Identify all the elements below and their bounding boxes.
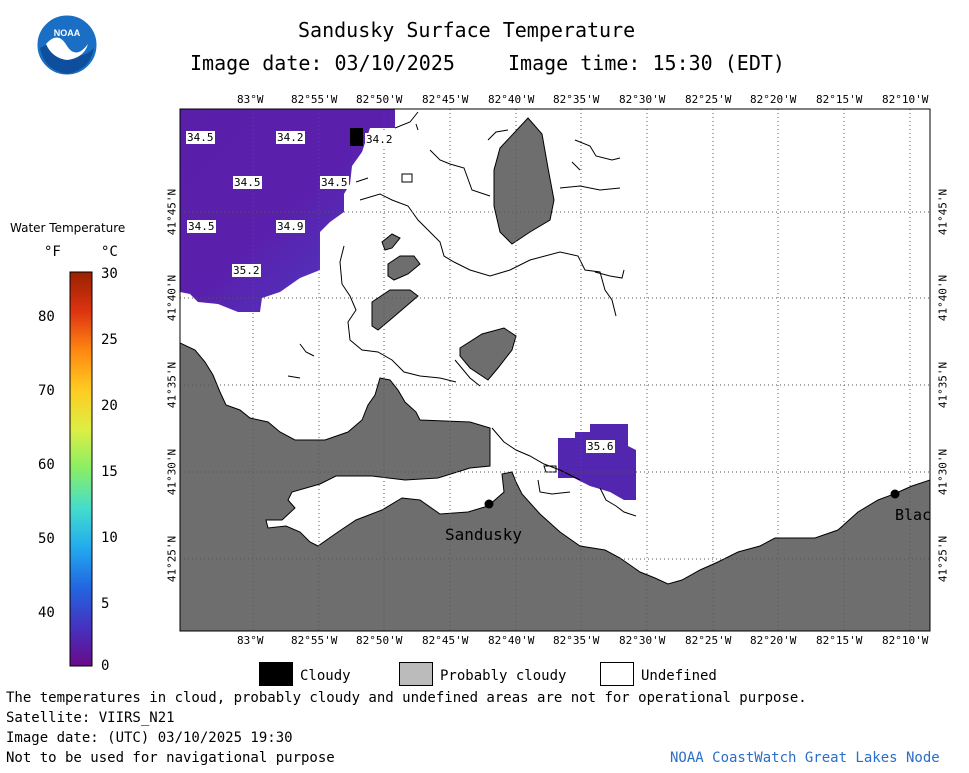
colorbar-c-tick: 5 xyxy=(101,596,110,612)
colorbar-f-tick: 40 xyxy=(38,605,55,621)
colorbar-f-tick: 70 xyxy=(38,383,55,399)
graticule-grid xyxy=(180,109,930,631)
lon-tick-top: 82°20'W xyxy=(750,93,797,106)
lat-tick-left: 41°45'N xyxy=(165,188,179,236)
credit-text: NOAA CoastWatch Great Lakes Node xyxy=(670,750,940,766)
lon-tick-bottom: 82°40'W xyxy=(488,634,535,647)
navigation-warning: Not to be used for navigational purpose xyxy=(6,750,335,766)
colorbar-c-tick: 20 xyxy=(101,398,118,414)
temperature-label: 34.5 xyxy=(233,176,262,189)
temperature-label: 34.9 xyxy=(276,220,305,233)
colorbar-f-tick: 60 xyxy=(38,457,55,473)
legend-label-probably-cloudy: Probably cloudy xyxy=(440,668,567,684)
lon-tick-top: 82°30'W xyxy=(619,93,666,106)
disclaimer-text: The temperatures in cloud, probably clou… xyxy=(6,690,807,706)
lon-tick-top: 83°W xyxy=(237,93,264,106)
lon-tick-bottom: 82°55'W xyxy=(291,634,338,647)
colorbar-c-tick: 15 xyxy=(101,464,118,480)
colorbar-unit-f: °F xyxy=(44,244,61,260)
legend-swatch-undefined xyxy=(600,662,634,686)
lon-tick-bottom: 82°10'W xyxy=(882,634,929,647)
lat-tick-right: 41°40'N xyxy=(936,274,950,322)
temperature-label: 34.5 xyxy=(186,131,215,144)
lon-tick-bottom: 82°15'W xyxy=(816,634,863,647)
satellite-text: Satellite: VIIRS_N21 xyxy=(6,710,175,726)
colorbar-c-tick: 30 xyxy=(101,266,118,282)
colorbar-c-tick: 0 xyxy=(101,658,110,674)
lon-tick-top: 82°45'W xyxy=(422,93,469,106)
lon-tick-bottom: 82°25'W xyxy=(685,634,732,647)
noaa-logo: NOAA xyxy=(36,14,98,76)
city-label-sandusky: Sandusky xyxy=(445,525,523,544)
lon-tick-top: 82°55'W xyxy=(291,93,338,106)
temperature-region-east xyxy=(558,424,636,500)
lat-tick-right: 41°45'N xyxy=(936,188,950,236)
svg-text:NOAA: NOAA xyxy=(54,28,81,38)
island-small-2 xyxy=(381,233,401,251)
lat-tick-left: 41°40'N xyxy=(165,274,179,322)
lat-tick-right: 41°30'N xyxy=(936,448,950,496)
lon-tick-top: 82°25'W xyxy=(685,93,732,106)
colorbar-f-tick: 50 xyxy=(38,531,55,547)
temperature-label: 34.2 xyxy=(365,133,394,146)
temperature-label: 35.2 xyxy=(232,264,261,277)
lon-tick-bottom: 83°W xyxy=(237,634,264,647)
city-marker-sandusky xyxy=(484,499,494,509)
lon-tick-bottom: 82°50'W xyxy=(356,634,403,647)
colorbar xyxy=(69,271,93,667)
utc-date-text: Image date: (UTC) 03/10/2025 19:30 xyxy=(6,730,293,746)
temperature-label: 34.2 xyxy=(276,131,305,144)
lon-tick-top: 82°15'W xyxy=(816,93,863,106)
image-time-label: Image time: 15:30 (EDT) xyxy=(508,51,785,75)
land-ohio-shore xyxy=(180,342,930,631)
lat-tick-left: 41°25'N xyxy=(165,535,179,583)
lat-tick-right: 41°25'N xyxy=(936,535,950,583)
lon-tick-top: 82°40'W xyxy=(488,93,535,106)
image-date-label: Image date: 03/10/2025 xyxy=(190,51,455,75)
temperature-region-west xyxy=(180,109,395,312)
lon-tick-bottom: 82°20'W xyxy=(750,634,797,647)
lat-tick-right: 41°35'N xyxy=(936,361,950,409)
legend-label-cloudy: Cloudy xyxy=(300,668,351,684)
island-johnson xyxy=(459,327,517,381)
coastline-details xyxy=(287,111,637,517)
lon-tick-bottom: 82°35'W xyxy=(553,634,600,647)
city-marker-blac xyxy=(890,489,900,499)
colorbar-unit-c: °C xyxy=(101,244,118,260)
lon-tick-top: 82°10'W xyxy=(882,93,929,106)
lon-tick-top: 82°35'W xyxy=(553,93,600,106)
legend-swatch-probably-cloudy xyxy=(399,662,433,686)
legend-swatch-cloudy xyxy=(259,662,293,686)
temperature-label: 35.6 xyxy=(586,440,615,453)
temperature-label: 34.5 xyxy=(187,220,216,233)
island-small-1 xyxy=(387,255,421,281)
map-title: Sandusky Surface Temperature xyxy=(298,18,636,42)
lon-tick-top: 82°50'W xyxy=(356,93,403,106)
lon-tick-bottom: 82°45'W xyxy=(422,634,469,647)
colorbar-title: Water Temperature xyxy=(10,221,126,235)
lat-tick-left: 41°35'N xyxy=(165,361,179,409)
city-label-blac: Blac xyxy=(895,506,932,524)
island-peninsula xyxy=(371,289,419,331)
colorbar-c-tick: 10 xyxy=(101,530,118,546)
map-frame xyxy=(179,108,931,632)
cloudy-cell xyxy=(350,128,363,146)
legend-label-undefined: Undefined xyxy=(641,668,717,684)
colorbar-c-tick: 25 xyxy=(101,332,118,348)
lat-tick-left: 41°30'N xyxy=(165,448,179,496)
temperature-label: 34.5 xyxy=(320,176,349,189)
lon-tick-bottom: 82°30'W xyxy=(619,634,666,647)
colorbar-f-tick: 80 xyxy=(38,309,55,325)
